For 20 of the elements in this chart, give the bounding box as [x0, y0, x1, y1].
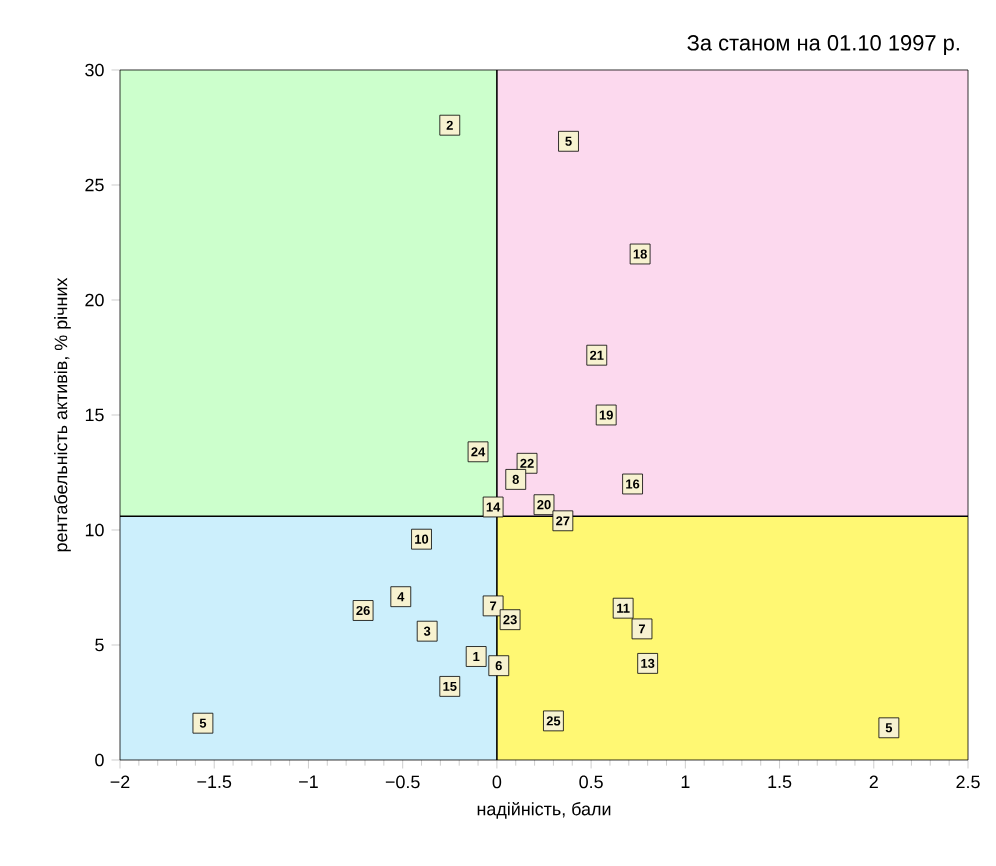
y-tick-label: 0 — [95, 753, 104, 767]
y-tick-label: 10 — [85, 523, 104, 537]
x-tick-label: 1.5 — [768, 775, 792, 789]
x-tick-label: −1 — [299, 775, 318, 788]
x-tick-label: 2.5 — [956, 775, 980, 789]
y-tick-label: 20 — [85, 293, 104, 307]
x-tick-label: 0.5 — [579, 775, 603, 789]
chart-title: За станом на 01.10 1997 р. — [687, 35, 959, 55]
x-tick-label: −0.5 — [385, 775, 420, 789]
y-tick-label: 15 — [85, 408, 104, 422]
x-tick-label: 1 — [681, 775, 690, 788]
y-tick-label: 5 — [95, 638, 104, 652]
x-tick-label: 0 — [492, 775, 502, 789]
y-axis-title: рентабельність активів, % річних — [53, 277, 71, 552]
x-tick-label: −2 — [110, 775, 130, 789]
x-axis-title: надійність, бали — [477, 801, 611, 819]
x-tick-label: −1.5 — [197, 775, 232, 789]
y-tick-label: 25 — [85, 178, 104, 192]
x-tick-label: 2 — [869, 775, 878, 789]
y-tick-label: 30 — [85, 63, 104, 77]
